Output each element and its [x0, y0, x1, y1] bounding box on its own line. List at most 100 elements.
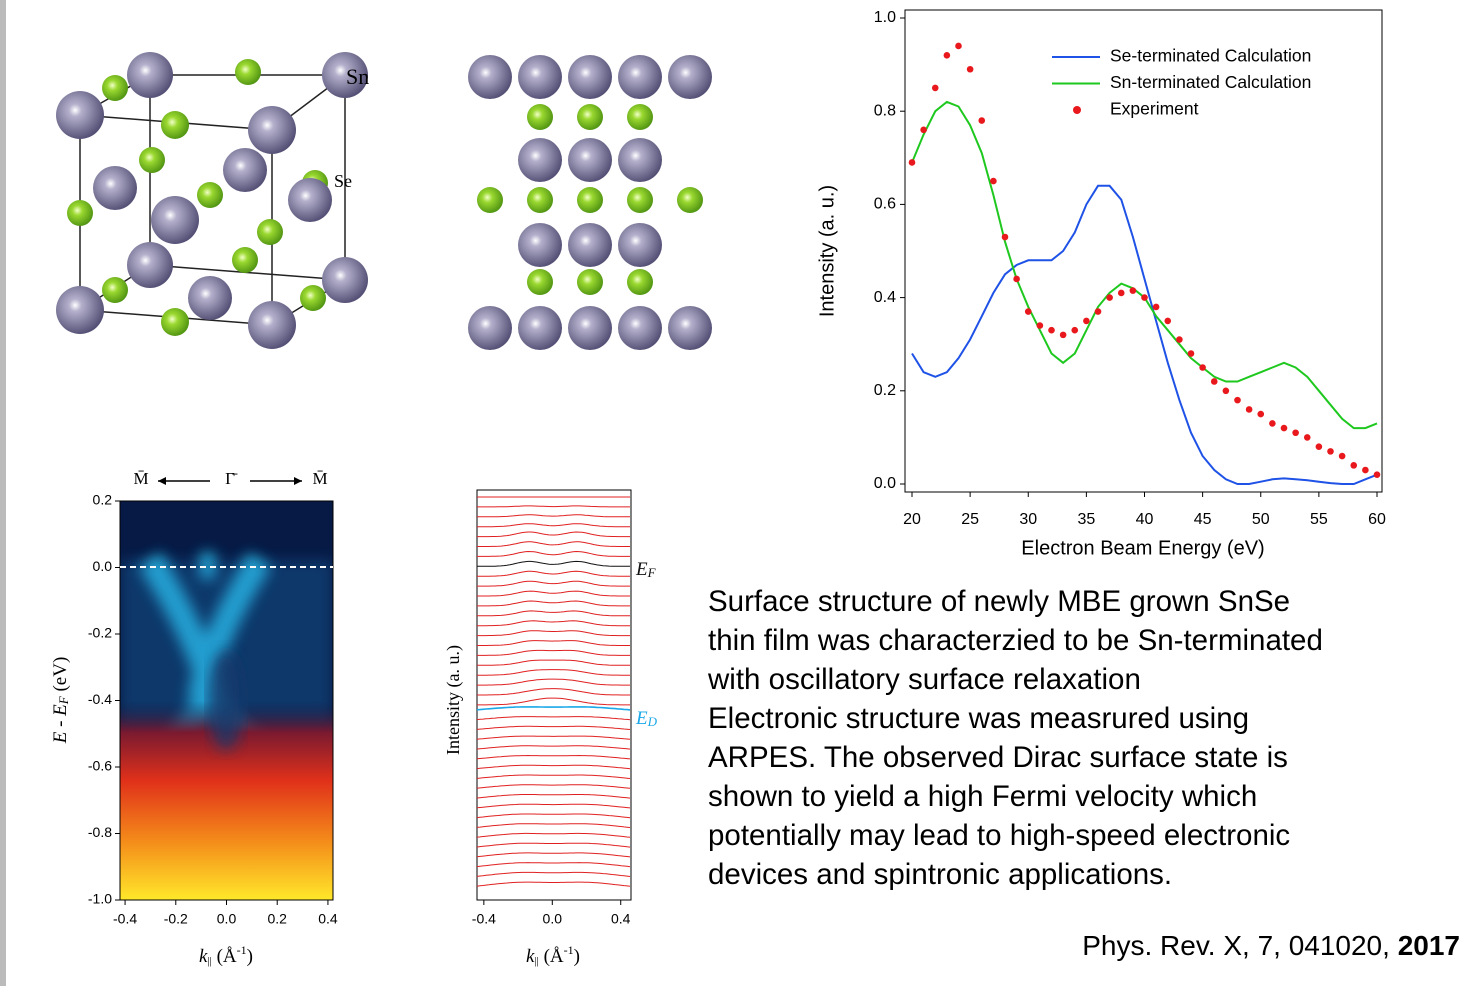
- x-tick-label: 20: [903, 511, 921, 528]
- data-point: [1059, 331, 1067, 339]
- energy-label: EF: [635, 559, 657, 580]
- y-tick-label: 0.2: [93, 492, 113, 508]
- edc-curve: [476, 832, 631, 838]
- data-point: [978, 117, 986, 124]
- data-point: [1036, 322, 1044, 329]
- data-point: [1152, 303, 1160, 311]
- data-point: [1164, 317, 1172, 325]
- x-axis-label: Electron Beam Energy (eV): [1021, 537, 1264, 559]
- sn-atom: [618, 138, 662, 182]
- x-axis-label-part: (Å: [212, 946, 237, 967]
- edc-curve: [477, 640, 630, 646]
- k-point-label: M̄: [312, 469, 327, 488]
- se-atom: [677, 187, 703, 213]
- sn-label: Sn: [346, 64, 369, 89]
- x-axis-label: k|| (Å-1): [526, 943, 580, 968]
- sn-atom: [568, 55, 612, 99]
- y-axis-label-part: E - E: [50, 704, 71, 744]
- data-line: [911, 184, 1378, 485]
- y-tick-label: -0.6: [88, 758, 112, 774]
- edc-curve: [477, 550, 630, 557]
- sn-atom: [668, 306, 712, 350]
- se-atom: [257, 219, 283, 245]
- x-tick-label: 45: [1194, 511, 1212, 528]
- sn-atom: [618, 55, 662, 99]
- sn-atom: [518, 138, 562, 182]
- data-point: [1338, 452, 1346, 460]
- text-line: Electronic structure was measrured using: [708, 702, 1250, 735]
- sn-atom: [56, 286, 104, 334]
- sn-atom: [248, 301, 296, 349]
- x-axis-label: k|| (Å-1): [199, 943, 253, 968]
- y-axis-label: Intensity (a. u.): [443, 645, 464, 755]
- x-tick-label: 35: [1077, 511, 1095, 528]
- edc-curve: [476, 803, 631, 809]
- edc-curve: [477, 669, 630, 676]
- data-point: [1141, 294, 1148, 301]
- sn-atom: [618, 223, 662, 267]
- x-axis-label-part: ||: [207, 955, 211, 967]
- y-tick-label: -0.8: [88, 824, 112, 840]
- edc-curve: [476, 871, 631, 877]
- energy-label-main: E: [635, 559, 648, 580]
- data-point: [908, 159, 916, 166]
- se-atom: [67, 200, 93, 226]
- legend-label: Sn-terminated Calculation: [1110, 72, 1311, 92]
- x-tick-label: 30: [1019, 511, 1037, 528]
- data-point: [1327, 448, 1334, 455]
- se-atom: [577, 269, 603, 295]
- data-point: [1013, 275, 1020, 283]
- edc-curve: [476, 852, 631, 858]
- x-tick-label: -0.4: [113, 911, 137, 927]
- citation-year: 2017: [1397, 930, 1460, 961]
- se-atom: [102, 75, 128, 101]
- arrow-head: [158, 477, 166, 485]
- x-tick-label: 0.0: [217, 911, 237, 927]
- data-point: [1094, 308, 1102, 315]
- energy-label: ED: [635, 708, 658, 729]
- x-tick-label: 55: [1310, 511, 1328, 528]
- sn-atom: [127, 52, 173, 98]
- data-point: [1071, 326, 1079, 334]
- sn-atom: [518, 55, 562, 99]
- sn-atom: [568, 138, 612, 182]
- data-point: [1234, 396, 1241, 404]
- edc-curve: [477, 610, 630, 617]
- x-axis-label-part: k: [526, 946, 535, 967]
- y-axis-label-part: (eV): [50, 657, 71, 697]
- edc-curve: [476, 784, 631, 789]
- data-point: [1001, 233, 1009, 241]
- edc-curve: [476, 754, 631, 760]
- y-tick-label: -0.2: [88, 625, 112, 641]
- sn-atom: [322, 257, 368, 303]
- y-tick-label: 0.0: [874, 475, 896, 492]
- se-atom: [627, 187, 653, 213]
- data-point: [1048, 326, 1055, 334]
- se-atom: [139, 147, 165, 173]
- sn-atom: [618, 306, 662, 350]
- edc-curve: [476, 823, 631, 828]
- arpes-image: [120, 501, 333, 900]
- energy-label-sub: D: [647, 714, 658, 729]
- se-atom: [161, 111, 189, 139]
- sn-atom: [322, 52, 368, 98]
- x-axis-label-part: ): [574, 946, 580, 967]
- edc-curve: [477, 541, 630, 547]
- data-point: [1222, 387, 1230, 395]
- x-axis-label-part: (Å: [539, 946, 564, 967]
- edc-curve: [476, 725, 631, 730]
- plot-frame: [904, 9, 1383, 493]
- se-atom: [527, 269, 553, 295]
- edc-curve: [477, 560, 630, 567]
- y-tick-label: -1.0: [88, 891, 112, 907]
- edc-curve: [477, 505, 630, 508]
- k-point-label: M̄: [133, 469, 148, 488]
- text-line: Surface structure of newly MBE grown SnS…: [708, 585, 1291, 618]
- sn-atom: [188, 276, 232, 320]
- sn-atom: [93, 166, 137, 210]
- data-point: [1187, 350, 1195, 357]
- se-atom: [627, 104, 653, 130]
- sn-atom: [223, 148, 267, 192]
- data-point: [1303, 434, 1311, 441]
